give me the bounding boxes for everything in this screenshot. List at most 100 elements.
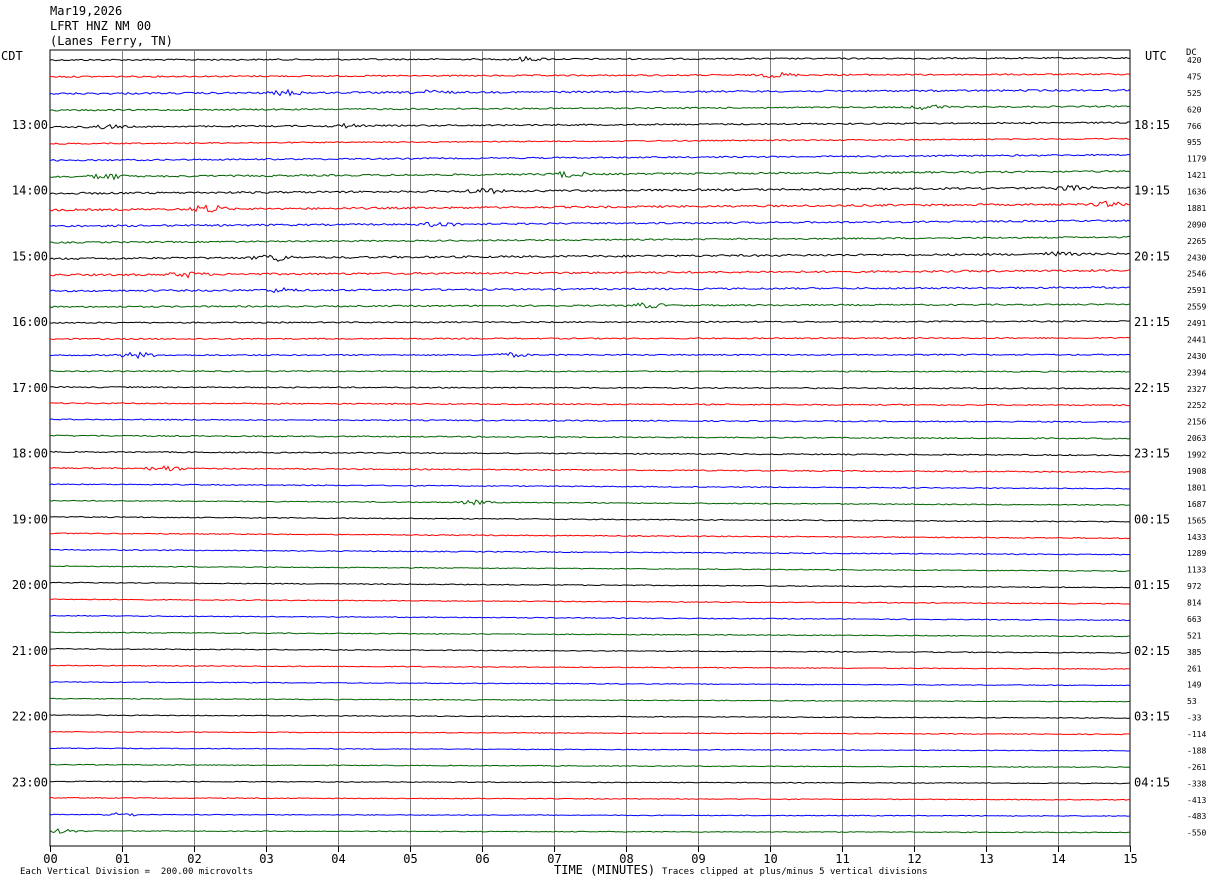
trace-line xyxy=(50,730,1130,736)
x-tick-label: 02 xyxy=(187,852,201,866)
left-hour-label: 18:00 xyxy=(12,447,48,461)
dc-offset-label: 2265 xyxy=(1187,237,1206,246)
dc-offset-label: 620 xyxy=(1187,105,1202,114)
trace-line xyxy=(49,614,1131,622)
left-hour-label: 20:00 xyxy=(12,578,48,592)
right-hour-label: 00:15 xyxy=(1134,512,1170,526)
trace-line xyxy=(49,631,1131,638)
x-tick-label: 14 xyxy=(1051,852,1065,866)
trace-line xyxy=(49,647,1130,654)
trace-line xyxy=(49,418,1131,423)
dc-offset-label: 2591 xyxy=(1187,286,1206,295)
dc-offset-label: -261 xyxy=(1187,763,1206,772)
scale-note: Each Vertical Division = 200.00 microvol… xyxy=(20,867,253,877)
x-tick-label: 11 xyxy=(835,852,849,866)
dc-offset-label: 2394 xyxy=(1187,368,1206,377)
dc-offset-label: 53 xyxy=(1187,697,1197,706)
right-hour-label: 19:15 xyxy=(1134,184,1170,198)
dc-offset-label: 1133 xyxy=(1187,566,1206,575)
dc-offset-label: 2559 xyxy=(1187,303,1206,312)
clip-note: Traces clipped at plus/minus 5 vertical … xyxy=(662,867,928,877)
dc-offset-label: 2090 xyxy=(1187,220,1206,229)
dc-offset-label: 2546 xyxy=(1187,270,1206,279)
dc-offset-label: 420 xyxy=(1187,56,1202,65)
dc-offset-label: 475 xyxy=(1187,72,1202,81)
trace-line xyxy=(49,320,1131,324)
trace-line xyxy=(49,121,1131,130)
dc-offset-label: 1433 xyxy=(1187,533,1206,542)
trace-line xyxy=(49,796,1130,801)
trace-line xyxy=(49,532,1131,540)
dc-offset-label: 521 xyxy=(1187,631,1202,640)
left-timezone-label: CDT xyxy=(1,49,23,63)
dc-offset-label: 972 xyxy=(1187,582,1202,591)
x-tick-label: 15 xyxy=(1123,852,1137,866)
dc-offset-label: 2491 xyxy=(1187,319,1206,328)
trace-line xyxy=(49,450,1131,457)
trace-line xyxy=(49,402,1131,407)
right-timezone-label: UTC xyxy=(1145,49,1167,63)
dc-offset-label: 766 xyxy=(1187,122,1202,131)
x-tick-label: 03 xyxy=(259,852,273,866)
x-tick-label: 09 xyxy=(691,852,705,866)
dc-offset-label: 1801 xyxy=(1187,483,1206,492)
left-hour-label: 13:00 xyxy=(12,118,48,132)
right-hour-label: 03:15 xyxy=(1134,710,1170,724)
left-hour-label: 15:00 xyxy=(12,249,48,263)
dc-offset-label: 814 xyxy=(1187,599,1202,608)
dc-offset-label: -338 xyxy=(1187,779,1206,788)
header-date: Mar19,2026 xyxy=(50,4,123,18)
trace-line xyxy=(49,763,1131,769)
trace-line xyxy=(49,268,1131,279)
left-hour-label: 19:00 xyxy=(12,512,48,526)
x-tick-label: 04 xyxy=(331,852,345,866)
dc-offset-label: 2156 xyxy=(1187,418,1206,427)
header-location: (Lanes Ferry, TN) xyxy=(50,34,173,48)
dc-offset-label: 1687 xyxy=(1187,500,1206,509)
trace-line xyxy=(49,747,1131,752)
x-tick-label: 05 xyxy=(403,852,417,866)
dc-offset-label: 149 xyxy=(1187,681,1202,690)
trace-line xyxy=(49,235,1131,244)
dc-offset-label: 2441 xyxy=(1187,335,1206,344)
x-tick-label: 10 xyxy=(763,852,777,866)
x-axis-title: TIME (MINUTES) xyxy=(554,863,656,877)
dc-offset-label: 2327 xyxy=(1187,385,1206,394)
dc-offset-label: 663 xyxy=(1187,615,1202,624)
dc-offset-label: 1992 xyxy=(1187,451,1206,460)
dc-offset-label: 2252 xyxy=(1187,401,1206,410)
dc-offset-label: 385 xyxy=(1187,648,1202,657)
trace-line xyxy=(49,137,1130,145)
trace-line xyxy=(49,483,1131,490)
trace-line xyxy=(49,369,1131,373)
trace-line xyxy=(49,499,1130,506)
trace-line xyxy=(49,55,1131,62)
x-tick-label: 07 xyxy=(547,852,561,866)
dc-offset-label: 2430 xyxy=(1187,253,1206,262)
right-hour-label: 18:15 xyxy=(1134,118,1170,132)
trace-line xyxy=(49,219,1131,228)
dc-offset-label: -413 xyxy=(1187,796,1206,805)
left-hour-label: 17:00 xyxy=(12,381,48,395)
trace-line xyxy=(49,664,1131,670)
dc-offset-label: 525 xyxy=(1187,89,1202,98)
right-hour-label: 22:15 xyxy=(1134,381,1170,395)
left-hour-label: 21:00 xyxy=(12,644,48,658)
dc-offset-label: -188 xyxy=(1187,746,1206,755)
right-hour-label: 20:15 xyxy=(1134,249,1170,263)
trace-line xyxy=(49,302,1131,309)
x-tick-label: 13 xyxy=(979,852,993,866)
dc-offset-label: 955 xyxy=(1187,138,1202,147)
dc-offset-label: -33 xyxy=(1187,714,1202,723)
right-hour-label: 02:15 xyxy=(1134,644,1170,658)
left-hour-label: 23:00 xyxy=(12,775,48,789)
x-tick-label: 01 xyxy=(115,852,129,866)
trace-line xyxy=(49,812,1131,817)
right-hour-label: 01:15 xyxy=(1134,578,1170,592)
dc-offset-label: 1289 xyxy=(1187,549,1206,558)
trace-line xyxy=(49,170,1131,181)
x-tick-label: 00 xyxy=(43,852,57,866)
dc-offset-label: 1179 xyxy=(1187,155,1206,164)
trace-line xyxy=(49,828,1130,834)
dc-offset-label: 2063 xyxy=(1187,434,1206,443)
